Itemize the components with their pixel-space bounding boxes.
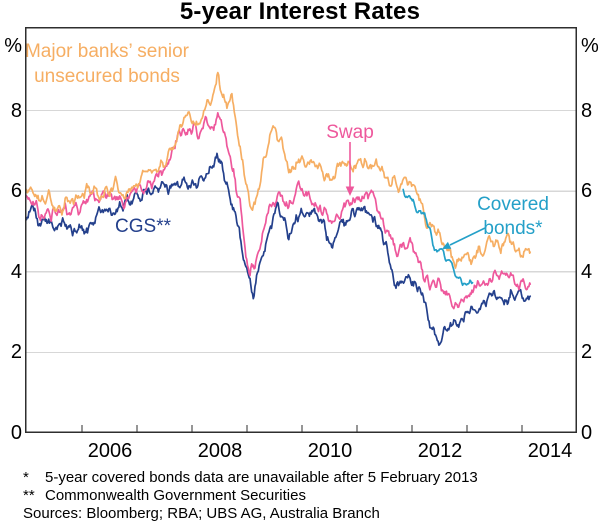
sources-line: Sources: Bloomberg; RBA; UBS AG, Austral… — [23, 505, 380, 522]
y-tick-right-4: 4 — [581, 261, 593, 283]
label-covered-bonds: Covered bonds* — [467, 193, 559, 240]
x-tick-2014: 2014 — [527, 440, 573, 462]
y-tick-right-6: 6 — [581, 180, 593, 202]
x-tick-2006: 2006 — [87, 440, 133, 462]
series-line-major-banks-senior-unsecured-bonds — [25, 71, 532, 269]
y-tick-right-8: 8 — [581, 100, 593, 122]
series-lines — [25, 71, 532, 347]
y-tick-left-2: 2 — [10, 341, 22, 363]
series-line-covered-bonds — [402, 188, 474, 287]
covered-bonds-annotation-arrow — [442, 227, 486, 249]
x-tick-2008: 2008 — [197, 440, 243, 462]
footnote-marker-1: * — [23, 469, 29, 486]
x-tick-2010: 2010 — [307, 440, 353, 462]
label-major-banks-senior-unsecured-bonds: Major banks’ senior unsecured bonds — [24, 39, 190, 89]
y-tick-right-2: 2 — [581, 341, 593, 363]
y-axis-unit-right: % — [581, 35, 599, 57]
footnote-covered-bonds: * 5-year covered bonds data are unavaila… — [23, 469, 595, 487]
series-line-cgs — [25, 152, 532, 347]
footnote-marker-2: ** — [23, 487, 35, 504]
y-tick-left-8: 8 — [10, 100, 22, 122]
y-tick-left-0: 0 — [10, 422, 22, 444]
plot-border — [25, 27, 577, 433]
footnote-text-2: Commonwealth Government Securities — [45, 487, 306, 504]
label-cgs: CGS** — [115, 216, 171, 237]
footnote-text-1: 5-year covered bonds data are unavailabl… — [45, 469, 478, 486]
y-tick-left-4: 4 — [10, 261, 22, 283]
label-covered-line2: bonds* — [483, 217, 543, 239]
label-swap: Swap — [326, 122, 374, 143]
footnote-cgs: ** Commonwealth Government Securities — [23, 487, 595, 505]
chart-title: 5-year Interest Rates — [179, 0, 421, 25]
label-covered-line1: Covered — [477, 194, 549, 215]
y-axis-unit-left: % — [4, 35, 22, 57]
label-major-banks-line2: unsecured bonds — [34, 66, 180, 87]
x-axis-ticks — [81, 425, 523, 432]
y-tick-right-0: 0 — [581, 422, 593, 444]
swap-annotation-arrow — [345, 142, 355, 196]
footnotes: * 5-year covered bonds data are unavaila… — [23, 469, 595, 523]
y-tick-left-6: 6 — [10, 180, 22, 202]
plot-area — [25, 27, 577, 433]
x-tick-2012: 2012 — [417, 440, 463, 462]
label-major-banks-line1: Major banks’ senior — [24, 41, 190, 62]
